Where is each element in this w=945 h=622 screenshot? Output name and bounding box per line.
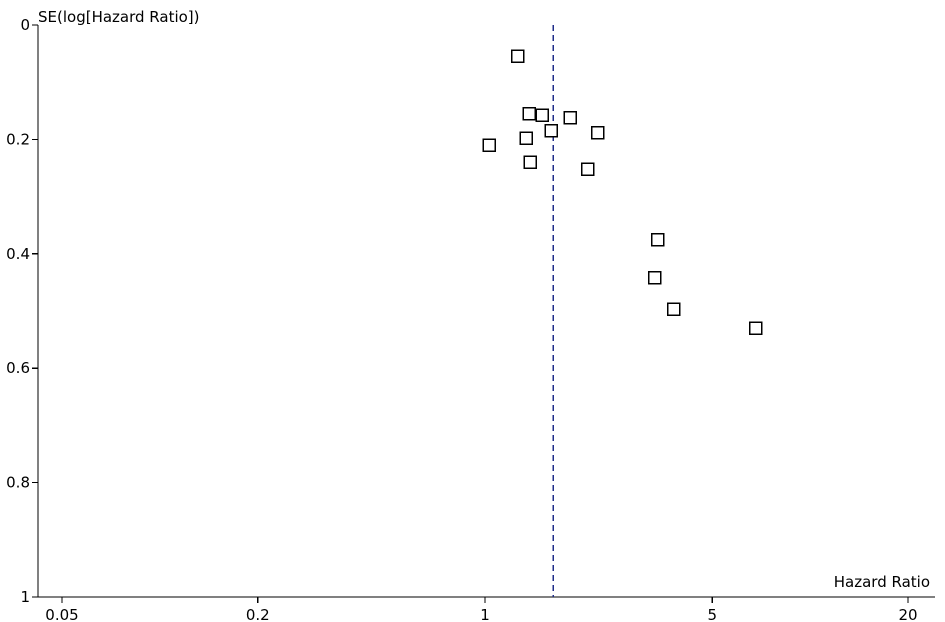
x-axis-title: Hazard Ratio bbox=[834, 573, 930, 591]
study-point bbox=[648, 271, 662, 285]
y-tick-label: 0 bbox=[20, 16, 30, 34]
study-point bbox=[510, 49, 525, 64]
y-axis-title: SE(log[Hazard Ratio]) bbox=[38, 8, 200, 26]
study-point bbox=[563, 110, 578, 125]
y-tick-label: 1 bbox=[20, 588, 30, 606]
labels-layer: SE(log[Hazard Ratio]) Hazard Ratio bbox=[38, 8, 930, 591]
study-point bbox=[535, 108, 550, 123]
y-tick-label: 0.2 bbox=[6, 130, 30, 148]
y-tick-label: 0.6 bbox=[6, 359, 30, 377]
y-tick-label: 0.8 bbox=[6, 474, 30, 492]
study-point bbox=[580, 162, 595, 176]
study-point bbox=[544, 124, 559, 138]
study-point bbox=[522, 106, 537, 121]
x-tick-label: 1 bbox=[480, 606, 490, 622]
study-point bbox=[523, 155, 538, 170]
study-point bbox=[519, 131, 534, 146]
y-tick-label: 0.4 bbox=[6, 245, 30, 263]
study-point bbox=[590, 125, 605, 140]
x-tick-label: 0.05 bbox=[45, 606, 78, 622]
study-point bbox=[651, 232, 665, 247]
x-tick-label: 5 bbox=[707, 606, 717, 622]
x-tick-label: 0.2 bbox=[246, 606, 270, 622]
study-point bbox=[748, 321, 763, 335]
points-layer bbox=[482, 49, 763, 335]
study-point bbox=[666, 302, 681, 317]
x-tick-label: 20 bbox=[898, 606, 917, 622]
study-point bbox=[482, 138, 496, 152]
axes-layer: 0 0.2 0.4 0.6 0.8 1 0.05 0.2 1 5 20 bbox=[6, 16, 935, 622]
